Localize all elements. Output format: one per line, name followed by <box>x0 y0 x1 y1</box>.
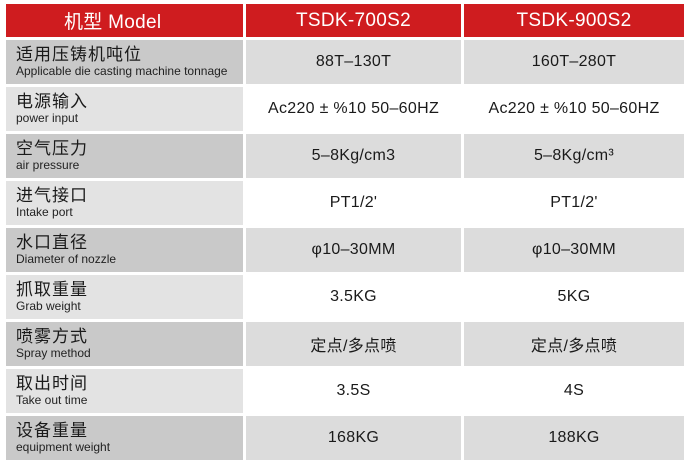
model-a-value: 3.5KG <box>246 275 464 322</box>
row-label: 设备重量 equipment weight <box>6 416 246 463</box>
row-label: 适用压铸机吨位 Applicable die casting machine t… <box>6 40 246 87</box>
table-row: 适用压铸机吨位 Applicable die casting machine t… <box>6 40 684 87</box>
table-row: 进气接口 Intake port PT1/2' PT1/2' <box>6 181 684 228</box>
table-row: 空气压力 air pressure 5–8Kg/cm3 5–8Kg/cm³ <box>6 134 684 181</box>
model-b-value: 160T–280T <box>464 40 684 87</box>
model-a-value: 168KG <box>246 416 464 463</box>
table-row: 取出时间 Take out time 3.5S 4S <box>6 369 684 416</box>
row-label-en: Take out time <box>16 393 88 408</box>
row-label: 抓取重量 Grab weight <box>6 275 246 322</box>
model-a-value: PT1/2' <box>246 181 464 228</box>
row-label-en: Diameter of nozzle <box>16 252 117 267</box>
model-b-value: PT1/2' <box>464 181 684 228</box>
row-label-cn: 空气压力 <box>16 138 88 158</box>
row-label-cn: 水口直径 <box>16 232 88 252</box>
row-label-en: Grab weight <box>16 299 81 314</box>
row-label-cn: 设备重量 <box>16 420 88 440</box>
model-a-value: 5–8Kg/cm3 <box>246 134 464 181</box>
model-b-value: 4S <box>464 369 684 416</box>
row-label: 进气接口 Intake port <box>6 181 246 228</box>
table-header-row: 机型 Model TSDK-700S2 TSDK-900S2 <box>6 4 684 40</box>
row-label-cn: 抓取重量 <box>16 279 88 299</box>
model-header-label: 机型 Model <box>6 4 246 40</box>
model-a-value: Ac220 ± %10 50–60HZ <box>246 87 464 134</box>
row-label-en: air pressure <box>16 158 80 173</box>
model-b-value: 5–8Kg/cm³ <box>464 134 684 181</box>
table-row: 抓取重量 Grab weight 3.5KG 5KG <box>6 275 684 322</box>
table-row: 电源输入 power input Ac220 ± %10 50–60HZ Ac2… <box>6 87 684 134</box>
row-label-cn: 电源输入 <box>16 91 88 111</box>
row-label-en: Intake port <box>16 205 73 220</box>
row-label-en: Spray method <box>16 346 91 361</box>
model-a-header: TSDK-700S2 <box>246 4 464 40</box>
row-label: 喷雾方式 Spray method <box>6 322 246 369</box>
row-label-cn: 取出时间 <box>16 373 88 393</box>
row-label: 取出时间 Take out time <box>6 369 246 416</box>
table-row: 喷雾方式 Spray method 定点/多点喷 定点/多点喷 <box>6 322 684 369</box>
row-label-cn: 进气接口 <box>16 185 88 205</box>
spec-table: 机型 Model TSDK-700S2 TSDK-900S2 适用压铸机吨位 A… <box>6 4 684 463</box>
row-label-en: equipment weight <box>16 440 111 455</box>
model-a-value: 定点/多点喷 <box>246 322 464 369</box>
row-label: 空气压力 air pressure <box>6 134 246 181</box>
row-label-en: Applicable die casting machine tonnage <box>16 64 228 79</box>
row-label-cn: 喷雾方式 <box>16 326 88 346</box>
model-b-value: 5KG <box>464 275 684 322</box>
row-label-cn: 适用压铸机吨位 <box>16 44 142 64</box>
model-a-value: 3.5S <box>246 369 464 416</box>
model-b-value: φ10–30MM <box>464 228 684 275</box>
table-row: 设备重量 equipment weight 168KG 188KG <box>6 416 684 463</box>
row-label: 电源输入 power input <box>6 87 246 134</box>
model-b-value: 188KG <box>464 416 684 463</box>
model-b-value: 定点/多点喷 <box>464 322 684 369</box>
row-label-en: power input <box>16 111 79 126</box>
table-row: 水口直径 Diameter of nozzle φ10–30MM φ10–30M… <box>6 228 684 275</box>
model-a-value: 88T–130T <box>246 40 464 87</box>
model-a-value: φ10–30MM <box>246 228 464 275</box>
model-b-header: TSDK-900S2 <box>464 4 684 40</box>
row-label: 水口直径 Diameter of nozzle <box>6 228 246 275</box>
model-b-value: Ac220 ± %10 50–60HZ <box>464 87 684 134</box>
